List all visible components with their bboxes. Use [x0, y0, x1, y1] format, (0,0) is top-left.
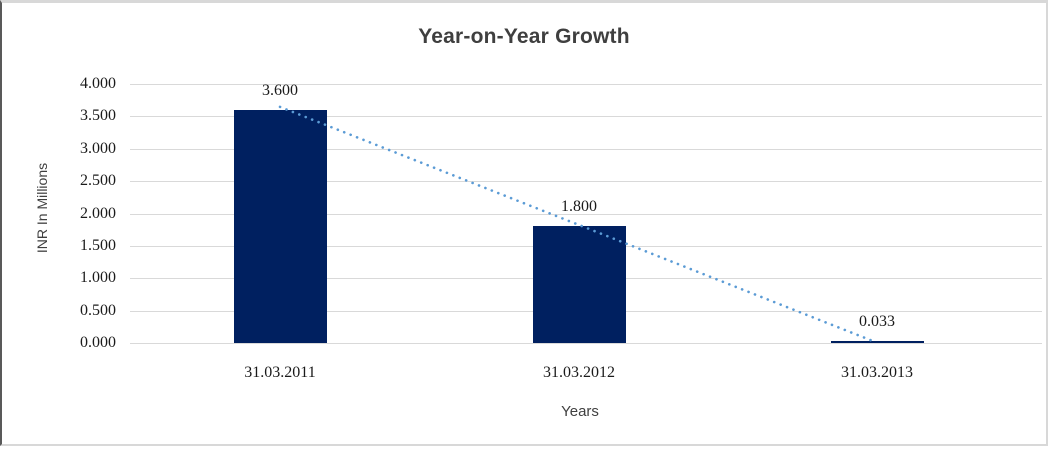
x-category-label: 31.03.2011: [244, 364, 316, 381]
bar: [532, 226, 626, 343]
y-tick-label: 3.500: [80, 107, 116, 125]
bar: [233, 109, 327, 343]
x-category-label: 31.03.2012: [543, 364, 615, 381]
chart-title: Year-on-Year Growth: [418, 25, 630, 48]
x-category-label: 31.03.2013: [841, 364, 913, 381]
bar-data-label: 3.600: [262, 81, 298, 99]
y-tick-label: 4.000: [80, 75, 116, 92]
bar-data-label: 0.033: [859, 312, 895, 330]
gridline: [130, 84, 1042, 85]
y-tick-label: 1.000: [80, 269, 116, 287]
gridline: [130, 343, 1042, 344]
x-axis-title: Years: [561, 403, 599, 420]
y-tick-label: 0.500: [80, 301, 116, 319]
bar-data-label: 1.800: [561, 198, 597, 216]
y-tick-label: 0.000: [80, 334, 116, 351]
bar: [830, 340, 924, 343]
y-tick-label: 1.500: [80, 236, 116, 254]
y-tick-label: 2.500: [80, 172, 116, 190]
y-tick-label: 3.000: [80, 139, 116, 157]
y-tick-label: 2.000: [80, 204, 116, 222]
